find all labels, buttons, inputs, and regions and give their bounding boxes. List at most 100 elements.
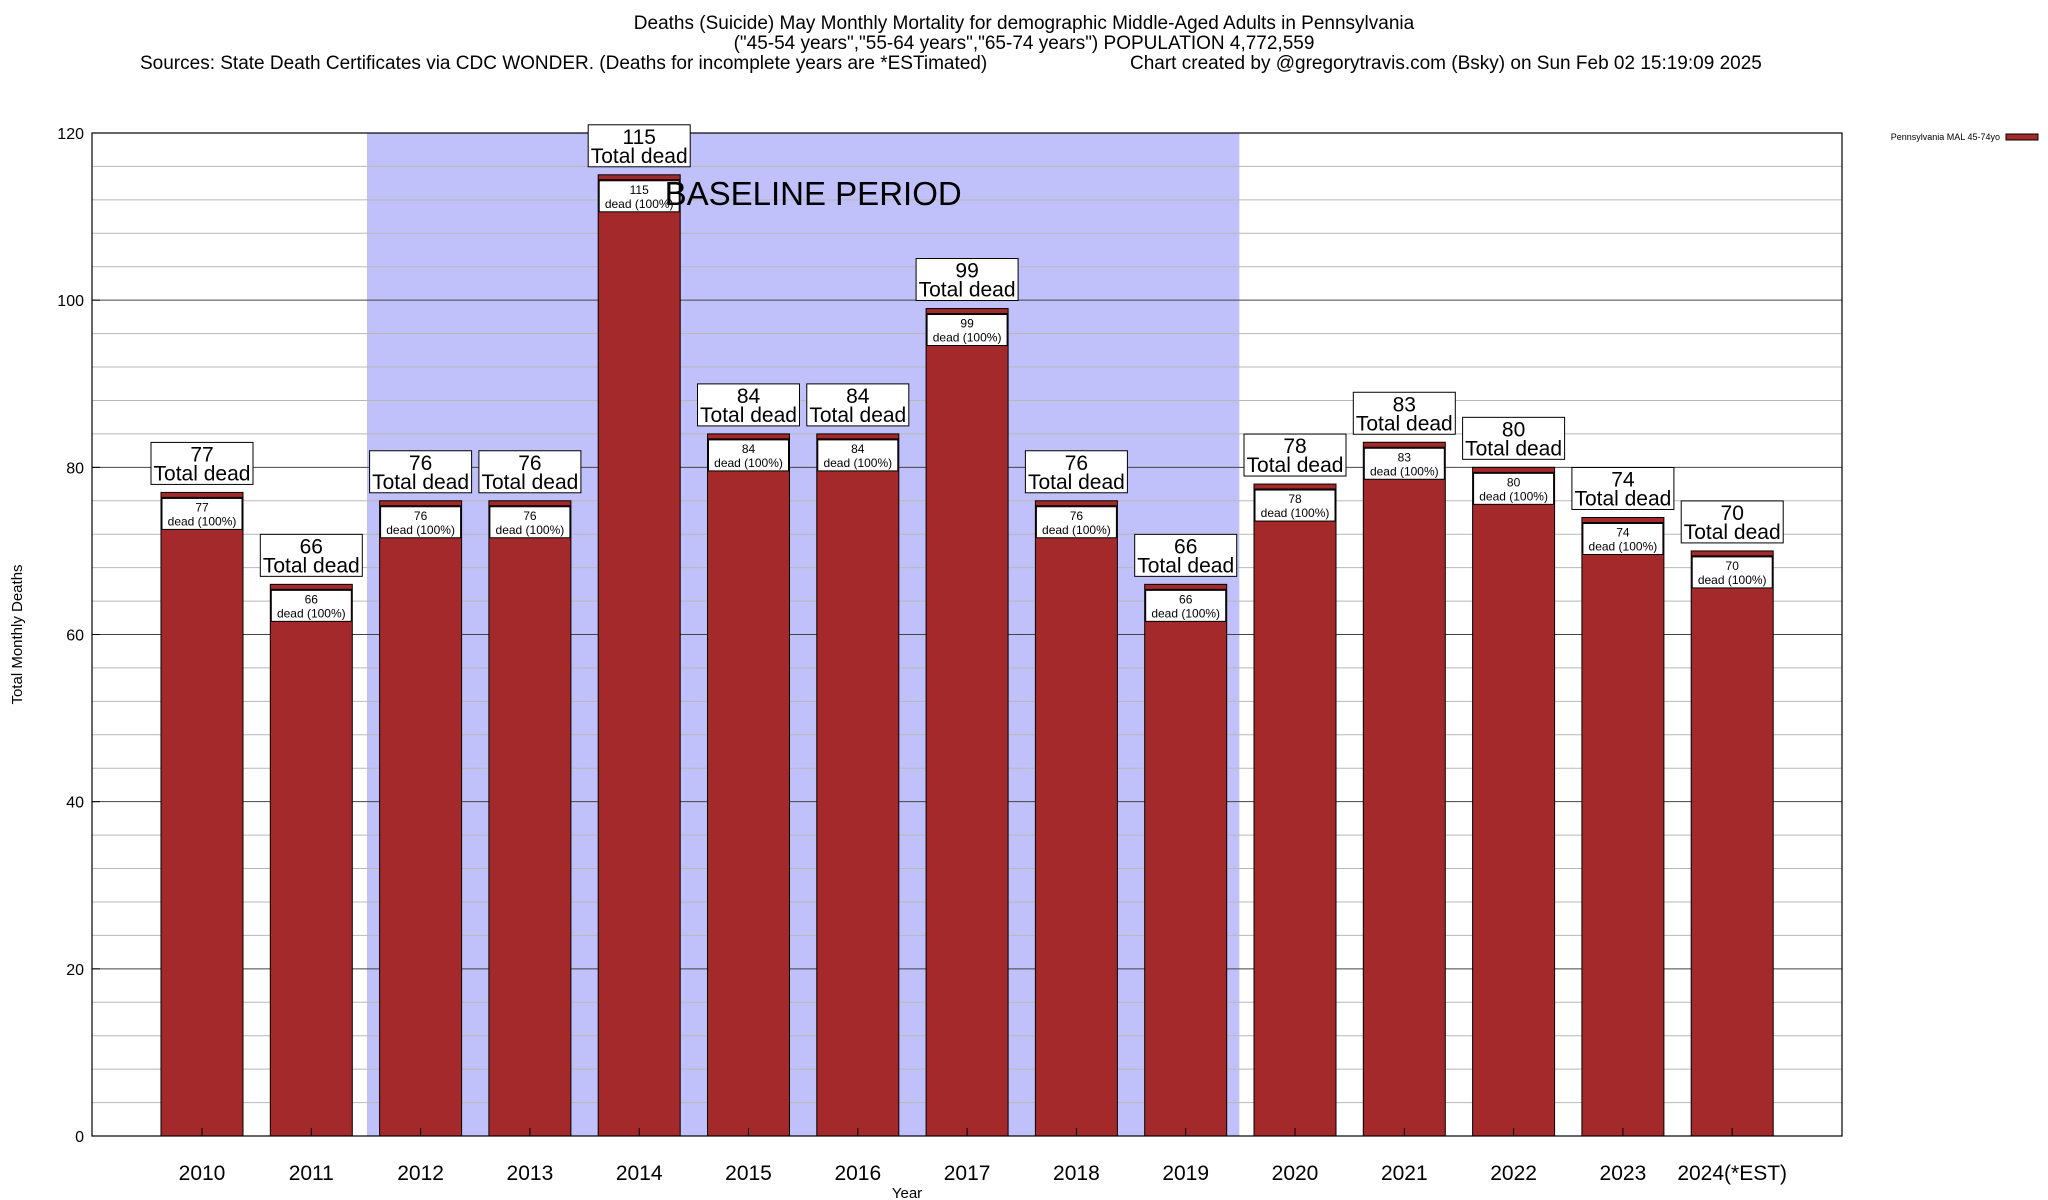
y-tick-label: 80 — [66, 460, 84, 477]
bar-2011 — [269, 583, 353, 1137]
inner-label-box — [708, 439, 789, 472]
inner-label-value: 66 — [305, 592, 319, 606]
bar-2024(*EST) — [1690, 550, 1774, 1137]
inner-label-value: 76 — [523, 509, 537, 523]
y-tick-label: 0 — [75, 1129, 84, 1146]
top-label-text: Total dead — [1574, 487, 1671, 510]
inner-label-text: dead (100%) — [386, 523, 455, 537]
top-label-text: Total dead — [919, 279, 1016, 302]
top-label-value: 115 — [622, 126, 655, 149]
inner-label-text: dead (100%) — [823, 456, 892, 470]
inner-label-box — [161, 497, 243, 530]
chart-credit: Chart created by @gregorytravis.com (Bsk… — [1130, 53, 1762, 74]
inner-label-text: dead (100%) — [1370, 464, 1439, 478]
inner-label-text: dead (100%) — [168, 514, 237, 528]
inner-label-box — [1254, 489, 1336, 522]
inner-label-box — [1473, 472, 1555, 505]
top-label-text: Total dead — [700, 404, 797, 427]
inner-label-text: dead (100%) — [496, 523, 565, 537]
baseline-label: BASELINE PERIOD — [665, 175, 962, 212]
legend-swatch — [2005, 133, 2039, 141]
top-label-value: 76 — [409, 452, 432, 475]
bar-2019 — [1144, 583, 1228, 1137]
inner-label-box — [489, 506, 571, 539]
top-label-value: 84 — [737, 385, 761, 408]
inner-label-value: 76 — [1070, 509, 1084, 523]
x-tick-label: 2015 — [725, 1162, 772, 1185]
top-label-text: Total dead — [591, 145, 688, 168]
top-label-value: 80 — [1502, 418, 1525, 441]
bar-2018 — [1034, 500, 1118, 1137]
chart-title: Deaths (Suicide) May Monthly Mortality f… — [633, 13, 1415, 34]
top-label-box — [1680, 500, 1784, 544]
inner-label-text: dead (100%) — [1479, 489, 1548, 503]
inner-label-value: 99 — [960, 317, 974, 331]
x-tick-label: 2019 — [1162, 1162, 1209, 1185]
inner-label-text: dead (100%) — [1261, 506, 1330, 520]
y-tick-label: 120 — [57, 126, 84, 143]
inner-label-box — [598, 180, 680, 213]
x-tick-label: 2012 — [397, 1162, 444, 1185]
top-label-box — [478, 450, 582, 494]
top-label-box — [806, 383, 910, 427]
inner-label-text: dead (100%) — [1698, 573, 1767, 587]
top-label-value: 76 — [518, 452, 541, 475]
inner-label-value: 76 — [414, 509, 428, 523]
bar-2015 — [707, 433, 790, 1137]
bar-2013 — [488, 500, 572, 1137]
top-label-value: 83 — [1393, 393, 1416, 416]
top-label-text: Total dead — [1028, 471, 1125, 494]
y-tick-label: 40 — [66, 795, 84, 812]
inner-label-box — [1145, 589, 1227, 622]
inner-label-text: dead (100%) — [1589, 539, 1658, 553]
inner-label-box — [1691, 556, 1773, 589]
chart-sources: Sources: State Death Certificates via CD… — [140, 53, 988, 74]
top-label-value: 77 — [190, 443, 213, 466]
x-tick-label: 2013 — [507, 1162, 554, 1185]
y-tick-label: 20 — [66, 962, 84, 979]
top-label-text: Total dead — [481, 471, 578, 494]
top-label-text: Total dead — [1356, 412, 1453, 435]
x-tick-label: 2021 — [1381, 1162, 1428, 1185]
bar-2021 — [1362, 441, 1446, 1137]
inner-label-value: 66 — [1179, 592, 1193, 606]
y-tick-label: 60 — [66, 628, 84, 645]
top-label-value: 74 — [1611, 468, 1635, 491]
top-label-value: 99 — [955, 260, 978, 283]
inner-label-value: 84 — [742, 442, 756, 456]
top-label-value: 66 — [300, 535, 323, 558]
x-tick-label: 2014 — [616, 1162, 663, 1185]
top-label-value: 84 — [846, 385, 870, 408]
top-label-value: 66 — [1174, 535, 1197, 558]
bar-2012 — [379, 500, 463, 1137]
bar-2014 — [597, 174, 681, 1137]
top-label-text: Total dead — [1684, 521, 1781, 544]
top-label-text: Total dead — [809, 404, 906, 427]
inner-label-value: 115 — [630, 183, 649, 197]
top-label-value: 76 — [1065, 452, 1088, 475]
y-axis-label: Total Monthly Deaths — [9, 564, 26, 704]
inner-label-text: dead (100%) — [277, 606, 346, 620]
inner-label-text: dead (100%) — [1151, 606, 1220, 620]
top-label-box — [587, 124, 691, 168]
top-label-text: Total dead — [372, 471, 469, 494]
inner-label-value: 83 — [1398, 450, 1412, 464]
inner-label-value: 70 — [1726, 559, 1740, 573]
top-label-box — [1352, 391, 1456, 435]
inner-label-text: dead (100%) — [1042, 523, 1111, 537]
x-axis-label: Year — [892, 1185, 922, 1200]
inner-label-value: 80 — [1507, 475, 1521, 489]
top-label-box — [150, 441, 254, 485]
bar-2010 — [160, 491, 244, 1137]
inner-label-box — [1363, 447, 1445, 480]
x-tick-label: 2016 — [834, 1162, 881, 1185]
top-label-box — [1134, 533, 1238, 577]
top-label-box — [915, 258, 1019, 302]
top-label-box — [1243, 433, 1347, 477]
bar-2022 — [1472, 466, 1556, 1137]
top-label-text: Total dead — [263, 554, 360, 577]
x-tick-label: 2023 — [1600, 1162, 1647, 1185]
top-label-text: Total dead — [1465, 437, 1562, 460]
x-tick-label: 2017 — [944, 1162, 991, 1185]
